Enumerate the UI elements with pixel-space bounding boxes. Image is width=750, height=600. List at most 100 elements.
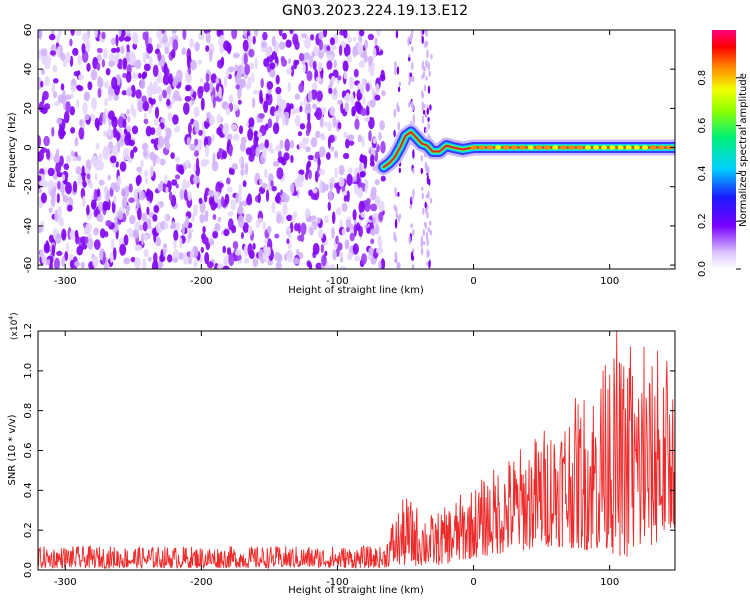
noise-speck <box>241 78 246 88</box>
snr-panel: -300 -200 -100 0 100 0.0 0.2 0.4 0.6 0.8 1.0 1.2 He… <box>7 312 676 596</box>
noise-speck <box>172 257 178 263</box>
noise-speck <box>264 168 268 179</box>
noise-speck <box>136 197 140 209</box>
noise-speck <box>175 222 180 231</box>
noise-speck <box>412 228 415 237</box>
noise-speck <box>141 72 147 80</box>
noise-speck <box>40 48 48 57</box>
noise-speck <box>343 30 348 39</box>
noise-speck <box>72 180 78 193</box>
colorbar-tick-label: 0.2 <box>697 213 708 229</box>
noise-speck <box>318 181 323 194</box>
noise-speck <box>247 128 254 141</box>
noise-speck <box>112 127 118 138</box>
noise-speck <box>104 262 108 269</box>
noise-speck <box>82 102 88 115</box>
noise-speck <box>423 66 426 72</box>
noise-speck <box>397 261 400 269</box>
noise-speck <box>222 150 228 160</box>
noise-speck <box>128 197 135 203</box>
noise-speck <box>409 33 413 43</box>
noise-speck <box>251 97 256 109</box>
noise-speck <box>425 59 428 68</box>
noise-speck <box>130 256 136 263</box>
noise-speck <box>237 99 242 105</box>
noise-speck <box>394 187 397 194</box>
noise-speck <box>208 190 215 196</box>
noise-speck <box>333 89 337 96</box>
noise-speck <box>252 89 260 95</box>
noise-speck <box>189 249 195 260</box>
noise-speck <box>357 41 364 55</box>
noise-speck <box>48 234 54 243</box>
noise-speck <box>61 255 66 267</box>
noise-speck <box>248 62 255 70</box>
noise-speck <box>297 222 301 234</box>
noise-speck <box>148 96 153 104</box>
noise-speck <box>315 76 322 83</box>
noise-speck <box>408 235 411 245</box>
noise-speck <box>370 238 375 245</box>
noise-speck <box>111 47 118 54</box>
noise-speck <box>117 58 124 70</box>
noise-speck <box>79 119 83 127</box>
noise-speck <box>358 60 366 68</box>
colorbar-label: Normalized spectral amplitude <box>738 73 749 227</box>
noise-speck <box>142 258 147 269</box>
noise-speck <box>39 249 45 258</box>
noise-speck <box>316 164 321 178</box>
noise-speck <box>422 228 425 237</box>
noise-speck <box>222 245 226 254</box>
noise-speck <box>247 35 254 41</box>
noise-speck <box>215 77 220 84</box>
noise-speck <box>228 66 235 73</box>
noise-speck <box>257 131 263 139</box>
noise-speck <box>203 213 209 222</box>
noise-speck <box>328 264 336 269</box>
noise-speck <box>360 170 366 178</box>
noise-speck <box>72 156 78 162</box>
colorbar-ticks: 0.0 0.2 0.4 0.6 0.8 <box>697 70 741 277</box>
noise-speck <box>147 256 152 262</box>
noise-speck <box>289 139 295 149</box>
noise-speck <box>359 153 364 163</box>
noise-speck <box>346 55 352 63</box>
noise-speck <box>268 142 273 149</box>
signal-blob <box>568 145 575 150</box>
noise-speck <box>275 86 282 95</box>
noise-speck <box>279 99 287 110</box>
noise-speck <box>269 62 276 70</box>
noise-speck <box>45 259 51 265</box>
noise-speck <box>123 234 129 246</box>
noise-speck <box>267 118 273 129</box>
y-tick-label: 60 <box>23 24 34 37</box>
noise-speck <box>155 236 162 247</box>
noise-speck <box>98 179 105 186</box>
x-tick-label: 100 <box>600 577 619 588</box>
noise-speck <box>361 253 367 265</box>
noise-speck <box>344 102 350 113</box>
noise-speck <box>263 100 269 113</box>
noise-speck <box>411 263 415 269</box>
noise-speck <box>204 121 210 129</box>
noise-speck <box>271 201 276 213</box>
noise-speck <box>322 30 328 38</box>
noise-speck <box>372 137 377 144</box>
noise-speck <box>194 138 199 146</box>
y-tick-label: -60 <box>23 257 34 273</box>
noise-speck <box>186 136 191 146</box>
y-tick-label: 20 <box>23 102 34 115</box>
noise-speck <box>411 61 414 71</box>
noise-speck <box>126 30 131 35</box>
signal-blob <box>527 145 534 150</box>
noise-speck <box>125 88 133 97</box>
noise-speck <box>47 54 52 66</box>
noise-speck <box>411 105 414 111</box>
noise-speck <box>123 36 131 42</box>
noise-speck <box>154 106 160 119</box>
signal-blob <box>642 145 649 150</box>
noise-speck <box>111 238 115 250</box>
noise-speck <box>264 123 269 131</box>
noise-speck <box>240 136 247 145</box>
noise-speck <box>321 254 327 267</box>
